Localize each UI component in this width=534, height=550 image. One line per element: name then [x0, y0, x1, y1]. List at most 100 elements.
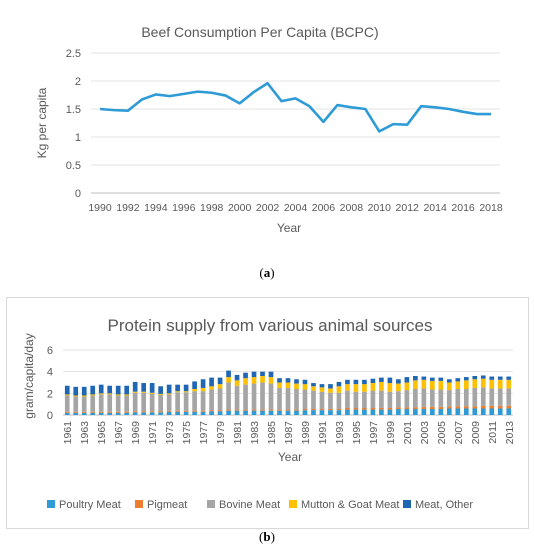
bar-segment: [472, 376, 478, 380]
bar-segment: [421, 388, 427, 407]
bar-segment: [379, 409, 384, 415]
bar-segment: [446, 390, 452, 407]
x-tick-label: 2010: [368, 202, 392, 214]
bar-segment: [302, 379, 308, 385]
x-tick-label: 1969: [130, 421, 142, 445]
bar-segment: [489, 388, 495, 406]
bar-segment: [90, 395, 96, 412]
x-tick-label: 1967: [113, 421, 125, 445]
bar-segment: [294, 383, 299, 389]
bar-segment: [192, 389, 197, 392]
bar-segment: [268, 377, 274, 384]
bar-segment: [81, 412, 87, 415]
bar-segment: [166, 411, 172, 415]
bar-segment: [183, 392, 189, 411]
bar-segment: [243, 378, 248, 385]
bar-segment: [438, 406, 444, 410]
bar-segment: [328, 410, 333, 415]
bar-segment: [132, 411, 138, 413]
y-tick-label: 0.5: [66, 160, 81, 172]
bar-segment: [234, 410, 240, 415]
bar-segment: [98, 411, 104, 413]
legend-item: Poultry Meat: [47, 499, 121, 511]
bar-segment: [209, 410, 214, 412]
y-tick-label: 2: [47, 388, 53, 400]
bar-segment: [132, 392, 138, 412]
bar-segment: [192, 411, 197, 415]
bar-segment: [455, 381, 461, 389]
bar-segment: [200, 411, 206, 415]
bar-segment: [430, 389, 435, 407]
bar-segment: [345, 379, 350, 385]
bar-segment: [226, 410, 231, 415]
chart-b-ylabel: gram/capita/day: [22, 333, 36, 418]
bar-segment: [328, 409, 333, 411]
bar-segment: [328, 392, 333, 410]
bar-segment: [124, 394, 130, 396]
y-tick-label: 4: [47, 367, 53, 379]
x-tick-label: 1961: [62, 421, 74, 445]
bar-segment: [480, 375, 486, 379]
bar-segment: [506, 388, 512, 406]
bar-segment: [115, 385, 121, 395]
bar-segment: [506, 408, 512, 415]
legend-item: Bovine Meat: [207, 499, 280, 511]
bar-segment: [353, 384, 359, 392]
bar-segment: [387, 377, 393, 384]
bar-segment: [294, 409, 299, 411]
bar-segment: [158, 393, 163, 395]
bar-segment: [141, 412, 146, 415]
x-tick-label: 2006: [312, 202, 336, 214]
bar-segment: [328, 388, 333, 393]
bar-segment: [73, 386, 79, 396]
bar-segment: [268, 410, 274, 415]
bar-segment: [294, 389, 299, 410]
bar-segment: [497, 379, 503, 389]
bar-segment: [285, 410, 291, 415]
bar-segment: [302, 410, 308, 415]
bar-segment: [480, 408, 486, 415]
bar-segment: [430, 377, 435, 381]
bar-segment: [497, 376, 503, 380]
bar-segment: [166, 393, 172, 395]
chart-b-xlabel: Year: [278, 450, 302, 464]
bar-segment: [192, 381, 197, 389]
x-tick-label: 1990: [88, 202, 112, 214]
legend-swatch: [135, 500, 143, 508]
bar-segment: [489, 376, 495, 380]
bar-segment: [277, 382, 282, 388]
bar-segment: [81, 396, 87, 412]
bar-segment: [64, 385, 70, 395]
bar-segment: [446, 379, 452, 383]
stacked-bar-chart-b: Protein supply from various animal sourc…: [22, 316, 516, 511]
bar-segment: [455, 408, 461, 415]
bar-segment: [64, 412, 70, 415]
line-chart-a: Beef Consumption Per Capita (BCPC) Kg pe…: [35, 24, 503, 235]
bar-segment: [480, 387, 486, 406]
y-tick-label: 1: [75, 132, 81, 144]
bar-segment: [353, 409, 359, 415]
bar-segment: [132, 412, 138, 415]
bar-segment: [497, 388, 503, 406]
bar-segment: [413, 407, 418, 410]
bar-segment: [311, 410, 316, 415]
bar-segment: [404, 407, 410, 410]
legend-swatch: [289, 500, 297, 508]
bar-segment: [175, 410, 180, 412]
bar-segment: [438, 389, 444, 407]
bar-segment: [404, 390, 410, 408]
chart-a-panel: Beef Consumption Per Capita (BCPC) Kg pe…: [0, 0, 534, 252]
bar-segment: [149, 412, 155, 415]
chart-a-ylabel: Kg per capita: [35, 87, 49, 158]
bar-segment: [192, 391, 197, 411]
bar-segment: [328, 384, 333, 389]
bar-segment: [209, 411, 214, 415]
bar-segment: [421, 409, 427, 415]
bar-segment: [226, 370, 231, 378]
bar-segment: [243, 410, 248, 415]
legend-label: Pigmeat: [147, 499, 187, 511]
bar-segment: [506, 376, 512, 380]
bar-segment: [497, 405, 503, 409]
bar-segment: [98, 394, 104, 412]
x-tick-label: 1983: [249, 421, 261, 445]
